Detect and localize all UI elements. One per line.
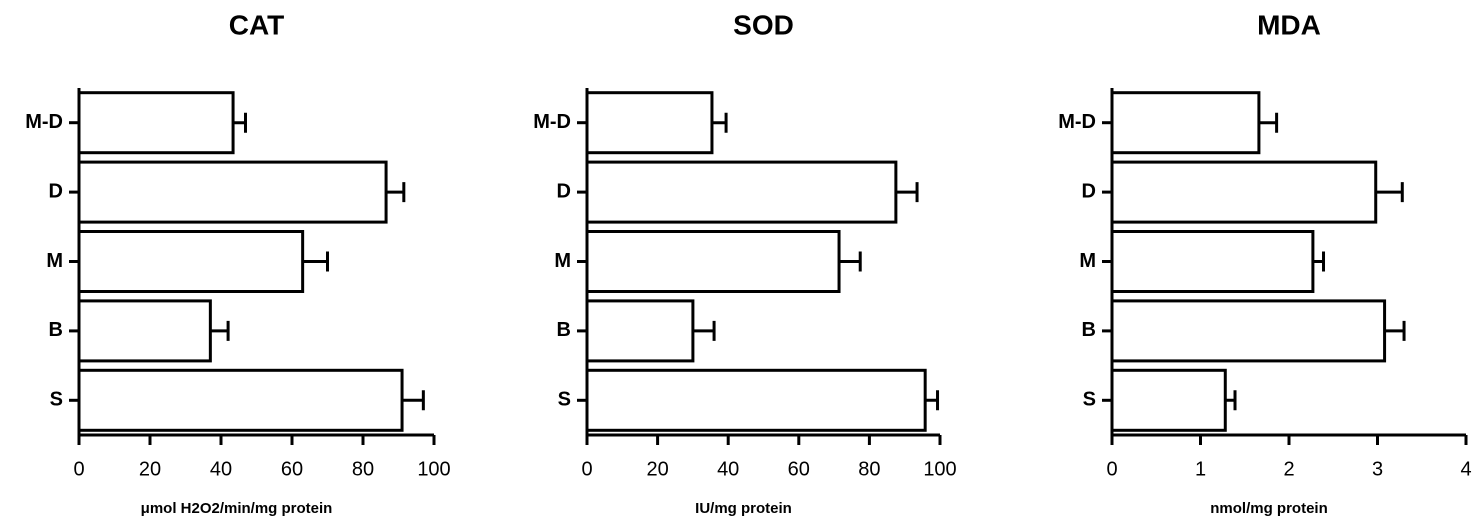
x-axis-label: μmol H2O2/min/mg protein	[141, 500, 333, 517]
y-tick-label: D	[49, 180, 63, 202]
x-tick-label: 0	[581, 458, 592, 480]
bar	[1110, 299, 1387, 363]
y-tick-label: S	[50, 389, 63, 411]
error-bar	[1384, 320, 1406, 341]
y-tick-label: D	[1082, 180, 1096, 202]
error-bar	[692, 320, 716, 341]
x-tick-label: 0	[73, 458, 84, 480]
bar	[585, 299, 695, 363]
error-bar	[302, 251, 329, 272]
y-tick-label: B	[557, 319, 571, 341]
x-tick-label: 40	[210, 458, 232, 480]
bar	[585, 160, 898, 224]
bar	[585, 368, 927, 432]
y-tick-label: M	[1079, 250, 1096, 272]
x-tick-label: 20	[646, 458, 668, 480]
error-bar	[1225, 390, 1237, 411]
error-bar	[1375, 182, 1404, 203]
error-bar	[839, 251, 862, 272]
bar	[585, 91, 714, 155]
error-bar	[895, 182, 919, 203]
y-tick-label: D	[557, 180, 571, 202]
bar	[77, 368, 404, 432]
chart-title: MDA	[1257, 9, 1321, 40]
error-bar	[386, 182, 406, 203]
error-bar	[210, 320, 230, 341]
error-bar	[233, 112, 247, 133]
x-tick-label: 80	[352, 458, 374, 480]
y-tick-label: M	[554, 250, 571, 272]
bar	[1110, 160, 1378, 224]
y-tick-label: M-D	[1058, 111, 1096, 133]
x-tick-label: 40	[717, 458, 739, 480]
bar	[1110, 368, 1227, 432]
y-tick-label: S	[1083, 389, 1096, 411]
error-bar	[1312, 251, 1326, 272]
bar	[1110, 230, 1315, 293]
error-bar	[1258, 112, 1279, 133]
error-bar	[925, 390, 940, 411]
y-tick-label: B	[49, 319, 63, 341]
bar	[77, 230, 305, 293]
y-tick-label: B	[1082, 319, 1096, 341]
x-tick-label: 100	[923, 458, 956, 480]
x-tick-label: 60	[281, 458, 303, 480]
bar	[77, 299, 212, 363]
y-tick-label: S	[558, 389, 571, 411]
error-bar	[402, 390, 425, 411]
y-tick-label: M-D	[25, 111, 63, 133]
chart-title: SOD	[733, 9, 794, 40]
bar	[585, 230, 841, 293]
chart-title: CAT	[229, 9, 284, 40]
y-tick-label: M	[46, 250, 63, 272]
x-tick-label: 4	[1460, 458, 1471, 480]
x-tick-label: 100	[417, 458, 450, 480]
x-tick-label: 60	[788, 458, 810, 480]
x-tick-label: 0	[1106, 458, 1117, 480]
bar	[77, 160, 388, 224]
bar	[77, 91, 235, 155]
y-tick-label: M-D	[533, 111, 571, 133]
x-axis-label: IU/mg protein	[695, 500, 792, 517]
bar	[1110, 91, 1261, 155]
x-tick-label: 80	[858, 458, 880, 480]
error-bar	[711, 112, 728, 133]
x-tick-label: 3	[1372, 458, 1383, 480]
x-tick-label: 1	[1195, 458, 1206, 480]
x-axis-label: nmol/mg protein	[1210, 500, 1328, 517]
x-tick-label: 2	[1283, 458, 1294, 480]
x-tick-label: 20	[139, 458, 161, 480]
